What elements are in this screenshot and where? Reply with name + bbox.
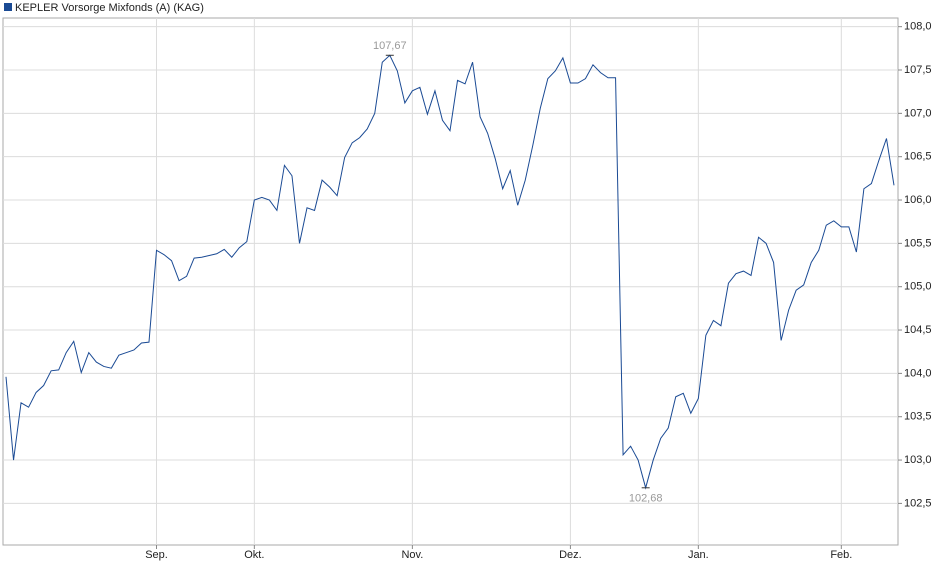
y-tick-label: 108,0 [904, 21, 932, 33]
x-tick-label: Sep. [145, 549, 168, 561]
y-tick-label: 103,5 [904, 411, 932, 423]
y-tick-label: 103,0 [904, 454, 932, 466]
min-label: 102,68 [629, 493, 663, 505]
max-label: 107,67 [373, 40, 407, 52]
legend-label: KEPLER Vorsorge Mixfonds (A) (KAG) [15, 2, 204, 14]
x-tick-label: Nov. [401, 549, 423, 561]
y-tick-label: 104,5 [904, 324, 932, 336]
x-tick-label: Okt. [244, 549, 264, 561]
x-tick-label: Jan. [688, 549, 709, 561]
legend-swatch [4, 3, 12, 11]
y-tick-label: 107,0 [904, 107, 932, 119]
x-tick-label: Feb. [830, 549, 852, 561]
y-tick-label: 107,5 [904, 64, 932, 76]
x-tick-label: Dez. [559, 549, 582, 561]
price-line [5, 54, 895, 490]
y-tick-label: 105,5 [904, 237, 932, 249]
y-tick-label: 102,5 [904, 497, 932, 509]
y-tick-label: 105,0 [904, 281, 932, 293]
y-tick-label: 106,0 [904, 194, 932, 206]
y-tick-label: 104,0 [904, 367, 932, 379]
plot-frame [2, 17, 899, 546]
y-tick-label: 106,5 [904, 151, 932, 163]
